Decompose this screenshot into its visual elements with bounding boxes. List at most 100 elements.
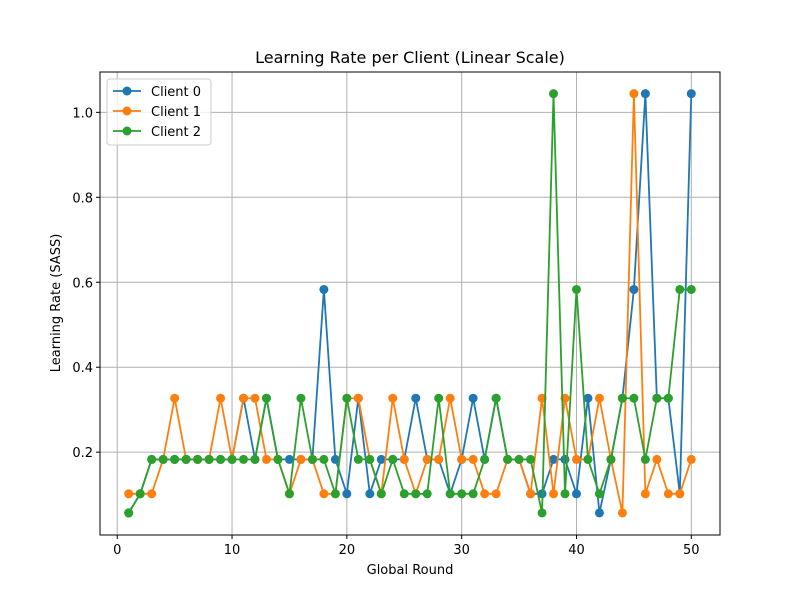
data-point-client-1 — [296, 454, 306, 464]
data-point-client-2 — [250, 454, 260, 464]
data-point-client-2 — [503, 454, 513, 464]
data-point-client-2 — [273, 454, 283, 464]
data-point-client-2 — [181, 454, 191, 464]
data-point-client-1 — [445, 393, 455, 403]
data-point-client-0 — [365, 489, 375, 499]
data-point-client-1 — [250, 393, 260, 403]
data-point-client-1 — [549, 489, 559, 499]
data-point-client-1 — [170, 393, 180, 403]
y-tick-label: 0.4 — [72, 361, 93, 376]
data-point-client-2 — [663, 393, 673, 403]
data-point-client-0 — [342, 489, 352, 499]
data-point-client-2 — [342, 393, 352, 403]
data-point-client-0 — [376, 454, 386, 464]
data-point-client-1 — [663, 489, 673, 499]
y-tick-label: 0.6 — [72, 276, 93, 291]
data-point-client-1 — [147, 489, 157, 499]
y-tick-label: 1.0 — [72, 106, 93, 121]
data-point-client-2 — [491, 393, 501, 403]
data-point-client-2 — [583, 454, 593, 464]
data-point-client-2 — [239, 454, 249, 464]
data-point-client-1 — [594, 393, 604, 403]
series-layer — [124, 89, 696, 518]
data-point-client-1 — [491, 489, 501, 499]
data-point-client-2 — [652, 393, 662, 403]
data-point-client-2 — [135, 489, 145, 499]
data-point-client-2 — [617, 393, 627, 403]
legend-label-client-1: Client 1 — [151, 105, 201, 120]
data-point-client-0 — [549, 454, 559, 464]
x-tick-label: 20 — [339, 543, 356, 558]
data-point-client-1 — [434, 454, 444, 464]
data-point-client-2 — [330, 489, 340, 499]
data-point-client-1 — [216, 393, 226, 403]
data-point-client-2 — [170, 454, 180, 464]
data-point-client-1 — [480, 489, 490, 499]
data-point-client-2 — [307, 454, 317, 464]
data-point-client-2 — [399, 489, 409, 499]
x-tick-label: 30 — [453, 543, 470, 558]
data-point-client-2 — [365, 454, 375, 464]
data-point-client-1 — [239, 393, 249, 403]
axis-ticks: 0 10 20 30 40 50 0.2 0.4 0.6 0.8 1.0 — [72, 106, 699, 558]
data-point-client-1 — [353, 393, 363, 403]
data-point-client-2 — [594, 489, 604, 499]
data-point-client-2 — [261, 393, 271, 403]
data-point-client-1 — [457, 454, 467, 464]
data-point-client-1 — [617, 508, 627, 518]
data-point-client-2 — [480, 454, 490, 464]
data-point-client-0 — [284, 454, 294, 464]
data-point-client-1 — [422, 454, 432, 464]
data-point-client-1 — [468, 454, 478, 464]
data-point-client-0 — [594, 508, 604, 518]
legend-marker-client-0 — [122, 86, 132, 96]
data-point-client-2 — [537, 508, 547, 518]
data-point-client-2 — [445, 489, 455, 499]
series-client-2 — [124, 89, 696, 518]
data-point-client-2 — [457, 489, 467, 499]
data-point-client-1 — [675, 489, 685, 499]
data-point-client-2 — [560, 489, 570, 499]
y-tick-label: 0.2 — [72, 446, 93, 461]
data-point-client-2 — [571, 284, 581, 294]
data-point-client-2 — [640, 454, 650, 464]
x-tick-label: 0 — [113, 543, 121, 558]
data-point-client-0 — [629, 284, 639, 294]
data-point-client-2 — [388, 454, 398, 464]
x-tick-label: 50 — [683, 543, 700, 558]
legend-marker-client-2 — [122, 126, 132, 136]
plot-area-frame — [99, 71, 721, 536]
data-point-client-2 — [549, 89, 559, 99]
data-point-client-2 — [526, 454, 536, 464]
data-point-client-2 — [204, 454, 214, 464]
data-point-client-0 — [319, 284, 329, 294]
y-tick-label: 0.8 — [72, 191, 93, 206]
x-tick-label: 10 — [224, 543, 241, 558]
data-point-client-2 — [468, 489, 478, 499]
data-point-client-0 — [686, 89, 696, 99]
chart-title: Learning Rate per Client (Linear Scale) — [255, 48, 565, 67]
data-point-client-2 — [514, 454, 524, 464]
data-point-client-1 — [526, 489, 536, 499]
data-point-client-1 — [388, 393, 398, 403]
data-point-client-2 — [216, 454, 226, 464]
data-point-client-2 — [434, 393, 444, 403]
data-point-client-0 — [330, 454, 340, 464]
data-point-client-0 — [640, 89, 650, 99]
data-point-client-1 — [124, 489, 134, 499]
data-point-client-2 — [629, 393, 639, 403]
data-point-client-2 — [124, 508, 134, 518]
data-point-client-2 — [411, 489, 421, 499]
data-point-client-2 — [147, 454, 157, 464]
data-point-client-1 — [319, 489, 329, 499]
data-point-client-1 — [652, 454, 662, 464]
data-point-client-2 — [686, 284, 696, 294]
data-point-client-0 — [468, 393, 478, 403]
data-point-client-0 — [571, 489, 581, 499]
legend-label-client-2: Client 2 — [151, 125, 201, 140]
data-point-client-2 — [193, 454, 203, 464]
legend-box — [106, 78, 212, 146]
data-point-client-2 — [296, 393, 306, 403]
legend-marker-client-1 — [122, 106, 132, 116]
